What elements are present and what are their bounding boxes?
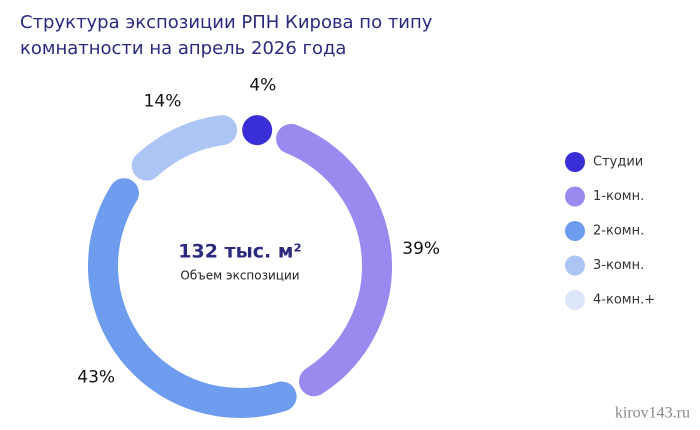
segment <box>242 115 273 146</box>
legend-swatch <box>565 152 585 172</box>
legend-label: Студии <box>593 155 643 170</box>
legend-label: 1-комн. <box>593 189 644 204</box>
value-label: 39% <box>402 239 440 259</box>
segment <box>276 123 392 397</box>
center-label: Объем экспозиции <box>180 269 299 283</box>
segment <box>131 115 238 181</box>
center-value: 132 тыс. м² <box>178 241 301 263</box>
source: kirov143.ru <box>615 405 690 422</box>
value-label: 14% <box>144 91 182 111</box>
legend-swatch <box>565 186 585 207</box>
segment <box>88 178 297 418</box>
legend-label: 4-комн.+ <box>593 293 655 308</box>
value-label: 4% <box>249 75 276 95</box>
legend-swatch <box>565 255 585 276</box>
value-label: 43% <box>77 368 115 388</box>
legend-label: 2-комн. <box>593 224 644 239</box>
chart-title: Структура экспозиции РПН Кирова по типу … <box>20 12 433 59</box>
legend-label: 3-комн. <box>593 258 644 273</box>
legend-swatch <box>565 290 585 310</box>
legend-swatch <box>565 221 585 241</box>
